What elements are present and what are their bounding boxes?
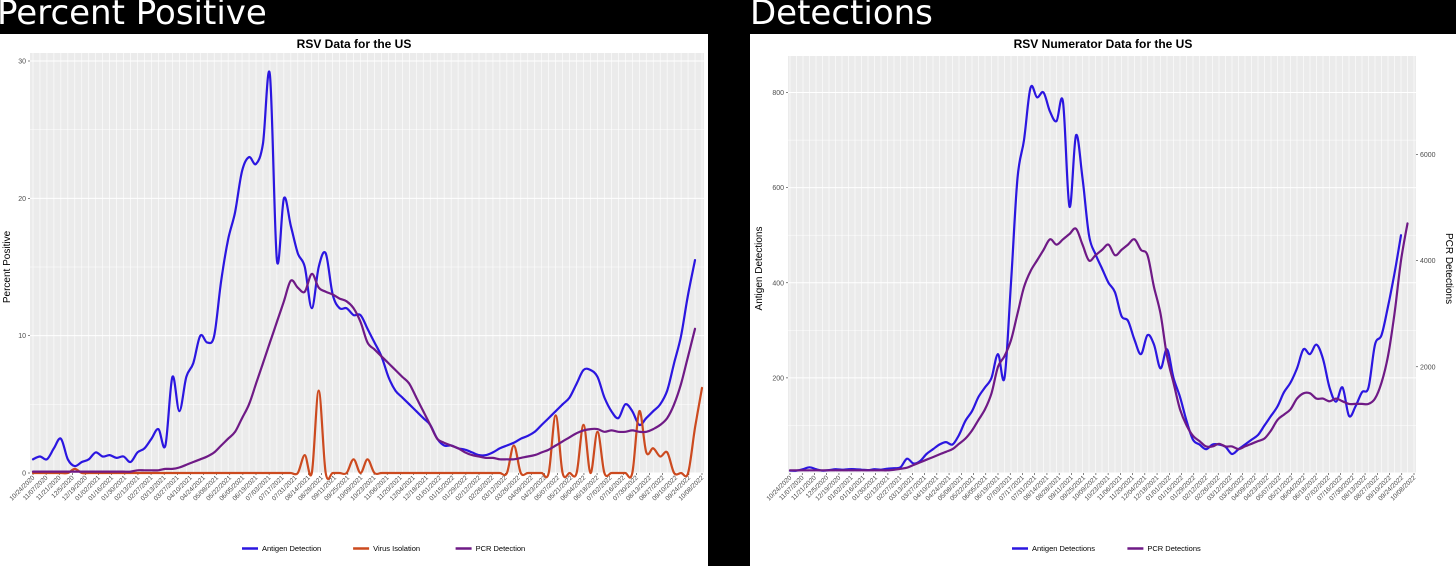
legend: Antigen Detections PCR Detections [1012, 544, 1201, 553]
chart-title: RSV Data for the US [297, 37, 412, 51]
y-tick-label: 10 [18, 333, 26, 340]
vertical-gridlines [32, 53, 703, 473]
antigen-detection-line [31, 70, 697, 468]
y-tick-label: 400 [772, 280, 784, 287]
virus-isolation-line [31, 386, 704, 481]
percent-positive-chart-panel: 0 10 20 30 10/24/2020 11/07/2020 11/21/2020 12/… [0, 34, 708, 566]
y-tick-label: 30 [18, 59, 26, 66]
legend: Antigen Detection Virus Isolation PCR Dete… [242, 544, 525, 553]
y-tick-label: 20 [18, 196, 26, 203]
legend-label: PCR Detection [476, 544, 526, 553]
legend-label: PCR Detections [1147, 544, 1201, 553]
y-axis-label: Antigen Detections [754, 227, 765, 311]
chart-title: RSV Numerator Data for the US [1014, 37, 1193, 51]
y-right-tick-label: 6000 [1420, 152, 1436, 159]
antigen-detections-line [788, 85, 1403, 472]
horizontal-gridlines [788, 92, 1416, 474]
pcr-detection-line [31, 272, 697, 473]
legend-label: Antigen Detections [1032, 544, 1095, 553]
heading-detections: Detections [750, 0, 933, 33]
y-tick-label: 200 [772, 375, 784, 382]
plot-background [30, 53, 704, 473]
y-right-tick-label: 4000 [1420, 258, 1436, 265]
y-tick-label: 600 [772, 185, 784, 192]
detections-chart: 20040060080020004000600010/24/202011/07/… [754, 37, 1454, 553]
legend-label: Virus Isolation [373, 544, 420, 553]
percent-positive-chart: 010203010/24/202011/07/202011/21/202012/… [2, 37, 706, 553]
y-right-axis-label: PCR Detections [1443, 233, 1454, 304]
y-tick-label: 0 [22, 471, 26, 478]
y-axis-label: Percent Positive [2, 230, 13, 303]
legend-label: Antigen Detection [262, 544, 321, 553]
y-tick-label: 800 [772, 90, 784, 97]
y-right-tick-label: 2000 [1420, 364, 1436, 371]
heading-percent-positive: Percent Positive [0, 0, 267, 33]
pcr-detections-line [788, 222, 1409, 472]
detections-chart-panel: 200 400 600 800 2000 4000 6000 10/24/2020 11/07/… [750, 34, 1456, 566]
